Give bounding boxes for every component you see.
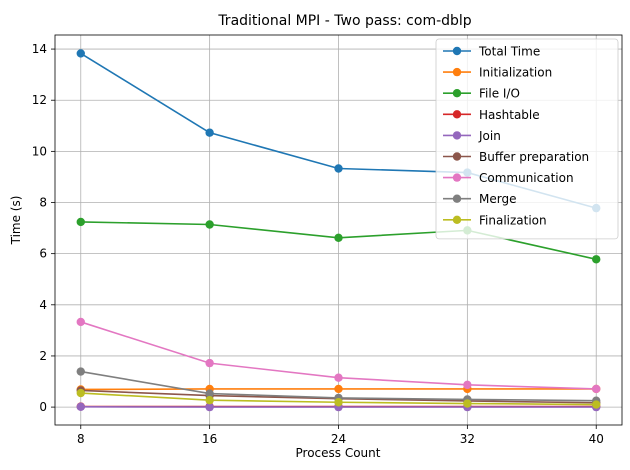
data-point [205,389,214,398]
data-point [205,395,214,405]
data-point [592,255,601,264]
data-point [205,220,214,229]
y-tick-label: 4 [39,298,47,312]
y-tick-label: 6 [39,247,47,261]
x-tick-label: 32 [460,432,475,446]
chart-title: Traditional MPI - Two pass: com-dblp [217,13,471,29]
data-point [76,49,85,58]
data-point [76,402,85,412]
legend-swatch-marker [452,152,462,161]
legend-label: Buffer preparation [479,150,589,164]
data-point [205,358,214,368]
legend-swatch-marker [452,173,462,182]
x-tick-label: 40 [589,432,604,446]
data-point [76,317,85,327]
y-tick-label: 12 [32,93,47,107]
plot-frame [54,34,623,426]
data-point [205,402,214,412]
legend-swatch-marker [452,131,462,140]
data-point [463,399,472,408]
legend: Total Time Initialization File I/O Hashtabl… [435,38,619,240]
legend-label: File I/O [479,87,520,101]
data-point [592,400,601,409]
y-tick-label: 10 [32,144,47,158]
x-axis-label: Process Count [296,446,381,460]
legend-label: Merge [479,192,516,206]
legend-swatch-marker [452,110,462,119]
x-tick-label: 24 [331,432,346,446]
legend-swatch-marker [452,67,462,77]
data-point [463,380,472,390]
data-point [334,384,343,394]
legend-label: Initialization [479,66,552,80]
legend-label: Join [478,129,501,143]
x-tick-label: 16 [202,432,217,446]
legend-box [435,38,619,240]
legend-swatch-marker [452,46,462,56]
legend-label: Hashtable [479,108,540,122]
legend-swatch-marker [452,89,462,98]
legend-label: Total Time [478,45,540,59]
y-tick-label: 14 [32,42,47,56]
legend-label: Communication [479,171,574,185]
series [76,388,601,409]
legend-label: Finalization [479,213,547,227]
data-point [334,373,343,382]
legend-swatch-marker [452,194,462,203]
data-point [205,128,214,137]
data-point [334,398,343,407]
x-tick-label: 8 [77,432,85,446]
data-point [76,217,85,227]
data-point [334,233,343,242]
data-point [76,388,85,398]
data-point [76,367,85,376]
data-point [334,164,343,173]
y-tick-label: 0 [39,400,47,414]
y-tick-label: 8 [39,196,47,210]
data-point [592,384,601,394]
y-tick-label: 2 [39,349,47,363]
y-axis-label: Time (s) [9,196,23,246]
series [76,317,601,394]
legend-swatch-marker [452,215,462,224]
